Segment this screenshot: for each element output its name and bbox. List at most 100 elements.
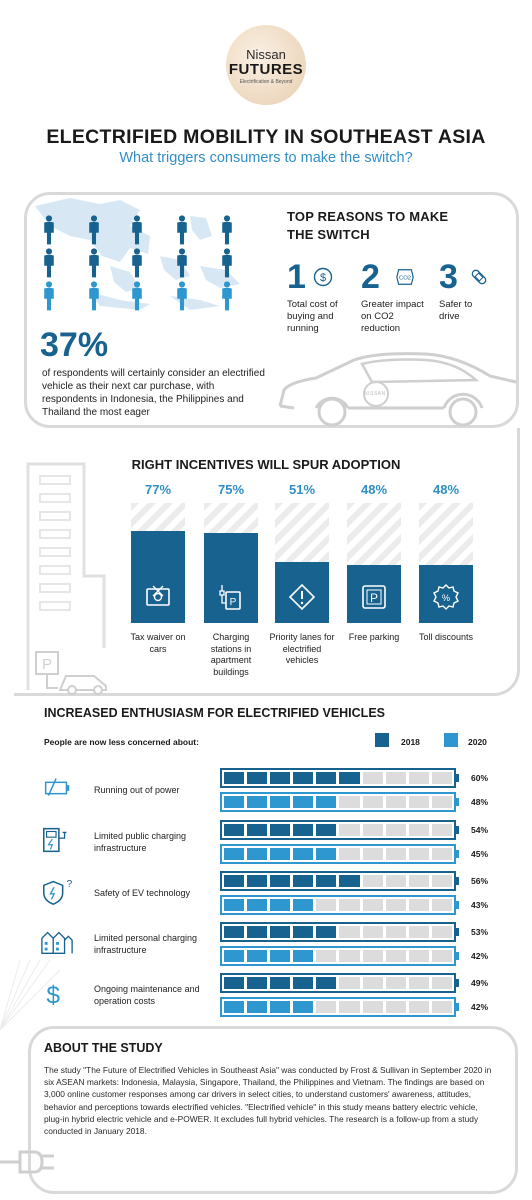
- reason-3: 3 Safer to drive: [439, 258, 489, 323]
- bar-segment-filled: [224, 977, 245, 989]
- bar-segment-empty: [385, 848, 406, 860]
- concern-bar-2020: [220, 895, 456, 915]
- logo-tagline: Electrification & Beyond: [239, 79, 293, 85]
- concern-bar-2018: [220, 768, 456, 788]
- plug-icon: [0, 1150, 54, 1174]
- svg-text:P: P: [230, 597, 237, 608]
- person-icon: [44, 248, 54, 278]
- bar-segment-empty: [408, 977, 429, 989]
- bar-segment-empty: [362, 796, 383, 808]
- bar-segment-filled: [316, 772, 337, 784]
- warning-sign-icon: [288, 583, 316, 611]
- bar-segment-filled: [293, 1001, 314, 1013]
- incentive-label: Toll discounts: [418, 632, 474, 642]
- concern-value-2018: 49%: [471, 978, 489, 988]
- bar-segment-filled: [247, 796, 268, 808]
- svg-text:P: P: [42, 656, 52, 673]
- person-icon: [132, 281, 142, 311]
- reasons-title: TOP REASONS TO MAKE THE SWITCH: [287, 209, 449, 242]
- person-icon: [89, 248, 99, 278]
- bar-segment-filled: [293, 824, 314, 836]
- bar-segment-filled: [247, 977, 268, 989]
- person-icon: [222, 281, 232, 311]
- person-icon: [222, 248, 232, 278]
- co2-icon: CO2: [396, 269, 414, 285]
- logo-line-1: Nissan: [246, 47, 286, 62]
- bar-segment-filled: [247, 950, 268, 962]
- bar-segment-empty: [362, 875, 383, 887]
- bar-segment-filled: [339, 875, 360, 887]
- incentive-bar: %: [419, 503, 473, 623]
- bar-end-cap: [456, 798, 459, 806]
- incentive-bar-fill: [419, 565, 473, 623]
- person-icon: [44, 215, 54, 245]
- bar-segment-filled: [293, 772, 314, 784]
- person-icon: [89, 281, 99, 311]
- reason-text: Greater impact on CO2 reduction: [361, 299, 424, 334]
- bar-segment-filled: [247, 899, 268, 911]
- legend-2020-label: 2020: [468, 737, 487, 747]
- bar-segment-filled: [247, 824, 268, 836]
- dollar-icon: $: [46, 982, 60, 1009]
- bar-segment-empty: [362, 926, 383, 938]
- concern-label: Safety of EV technology: [94, 888, 191, 898]
- bar-segment-empty: [362, 899, 383, 911]
- bar-segment-empty: [339, 926, 360, 938]
- survey-description: of respondents will certainly consider a…: [42, 368, 265, 418]
- bar-segment-empty: [339, 1001, 360, 1013]
- bar-segment-empty: [408, 899, 429, 911]
- charging-station-icon: [43, 827, 67, 853]
- bar-segment-filled: [316, 875, 337, 887]
- bar-segment-empty: [339, 950, 360, 962]
- bar-segment-empty: [339, 848, 360, 860]
- car-outline-icon: [278, 352, 517, 427]
- person-icon: [177, 248, 187, 278]
- dollar-coin-icon: $: [313, 267, 333, 287]
- about-text: The study "The Future of Electrified Veh…: [44, 1065, 492, 1137]
- bar-segment-filled: [293, 926, 314, 938]
- study-section-frame: [28, 1026, 518, 1194]
- person-icon: [177, 281, 187, 311]
- bar-segment-filled: [270, 950, 291, 962]
- bar-segment-empty: [385, 796, 406, 808]
- legend-2018-swatch: [375, 733, 389, 747]
- survey-percent: 37%: [40, 326, 109, 364]
- bar-segment-empty: [339, 796, 360, 808]
- svg-text:?: ?: [66, 879, 72, 890]
- incentives-section-frame: [14, 428, 520, 696]
- concern-bar-2020: [220, 946, 456, 966]
- bar-segment-filled: [247, 1001, 268, 1013]
- bar-segment-empty: [339, 899, 360, 911]
- nissan-futures-logo: Nissan FUTURES Electrification & Beyond: [226, 25, 306, 105]
- bar-segment-filled: [316, 824, 337, 836]
- bar-segment-filled: [224, 1001, 245, 1013]
- bar-segment-empty: [362, 977, 383, 989]
- battery-icon: [44, 778, 70, 796]
- bar-segment-empty: [408, 926, 429, 938]
- top-section-frame: [24, 192, 519, 428]
- bar-segment-filled: [224, 875, 245, 887]
- bar-segment-empty: [385, 950, 406, 962]
- svg-text:P: P: [370, 591, 378, 605]
- bar-segment-filled: [224, 926, 245, 938]
- bar-segment-empty: [431, 950, 452, 962]
- bar-segment-empty: [362, 1001, 383, 1013]
- bar-segment-empty: [385, 1001, 406, 1013]
- bar-end-cap: [456, 826, 459, 834]
- enthusiasm-subtitle: People are now less concerned about:: [44, 737, 199, 747]
- bar-end-cap: [456, 952, 459, 960]
- concern-bar-2018: [220, 922, 456, 942]
- bar-segment-empty: [362, 772, 383, 784]
- about-title: ABOUT THE STUDY: [44, 1041, 163, 1055]
- concern-value-2020: 42%: [471, 1002, 489, 1012]
- bar-end-cap: [456, 979, 459, 987]
- discount-badge-icon: %: [433, 584, 459, 610]
- bar-segment-filled: [270, 848, 291, 860]
- concern-value-2018: 56%: [471, 876, 489, 886]
- page-title: ELECTRIFIED MOBILITY IN SOUTHEAST ASIA: [46, 126, 486, 148]
- bar-segment-empty: [431, 1001, 452, 1013]
- incentive-bar-fill: [347, 565, 401, 623]
- bar-segment-filled: [247, 926, 268, 938]
- concern-value-2020: 48%: [471, 797, 489, 807]
- bar-end-cap: [456, 1003, 459, 1011]
